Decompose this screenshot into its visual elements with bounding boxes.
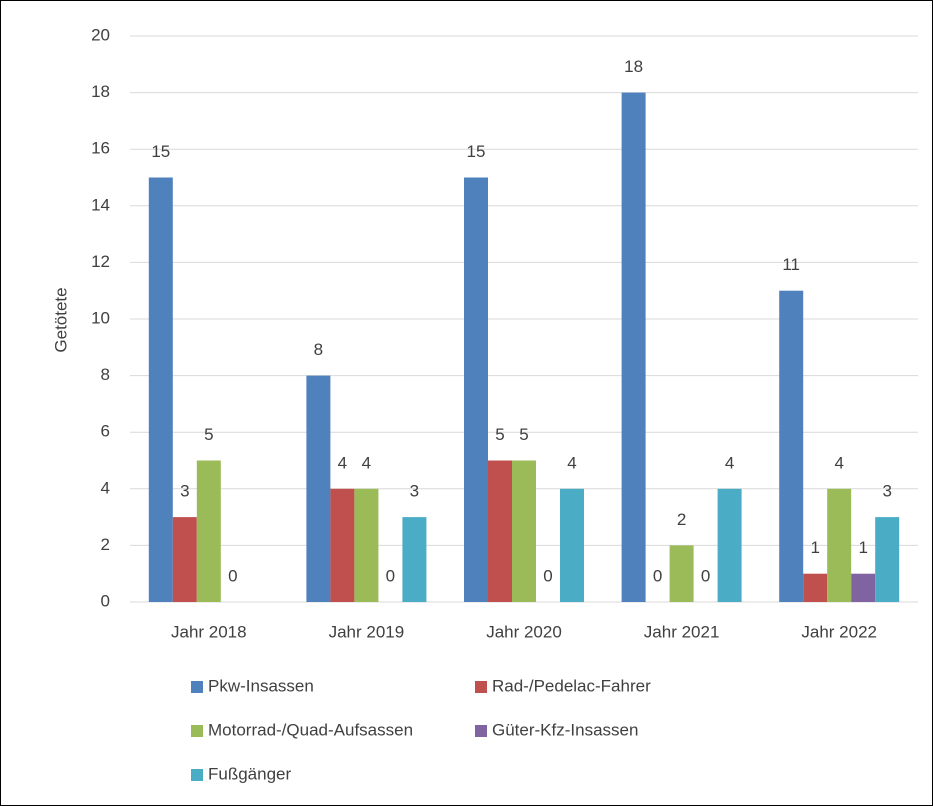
y-tick-label: 20 (91, 25, 110, 44)
y-tick-label: 0 (101, 591, 110, 610)
value-label: 5 (495, 425, 504, 444)
bar (402, 517, 427, 602)
value-label: 1 (810, 538, 819, 557)
legend-swatch (475, 681, 487, 693)
value-label: 3 (410, 482, 419, 501)
value-label: 4 (834, 453, 843, 472)
x-tick-label: Jahr 2019 (329, 622, 405, 641)
bar (560, 488, 584, 602)
y-tick-label: 4 (101, 478, 110, 497)
value-label: 4 (338, 453, 347, 472)
x-tick-label: Jahr 2021 (644, 622, 720, 641)
value-label: 3 (882, 482, 891, 501)
value-label: 0 (653, 566, 662, 585)
legend-swatch (191, 681, 203, 693)
bar (875, 517, 900, 602)
legend-swatch (191, 725, 203, 737)
value-label: 4 (567, 453, 576, 472)
bar (354, 488, 379, 602)
x-tick-label: Jahr 2020 (486, 622, 562, 641)
y-tick-label: 14 (91, 195, 110, 214)
bar (464, 177, 488, 602)
value-label: 0 (386, 566, 395, 585)
value-label: 3 (180, 482, 189, 501)
value-label: 5 (204, 425, 213, 444)
value-label: 0 (701, 566, 710, 585)
bar (488, 460, 512, 602)
y-tick-label: 6 (101, 422, 110, 441)
value-label: 4 (362, 453, 371, 472)
bar (851, 573, 876, 602)
legend-label: Rad-/Pedelac-Fahrer (492, 676, 651, 695)
value-label: 0 (228, 566, 237, 585)
value-label: 18 (624, 57, 643, 76)
value-label: 8 (314, 340, 323, 359)
value-label: 1 (858, 538, 867, 557)
value-label: 15 (467, 142, 486, 161)
y-tick-label: 12 (91, 252, 110, 271)
value-label: 0 (543, 566, 552, 585)
bar (306, 375, 331, 602)
legend-label: Pkw-Insassen (208, 676, 314, 695)
y-tick-label: 16 (91, 139, 110, 158)
bar (803, 573, 828, 602)
bar (330, 488, 355, 602)
value-label: 11 (782, 255, 800, 274)
bar (717, 488, 742, 602)
y-axis-label: Getötete (51, 287, 70, 352)
legend-swatch (475, 725, 487, 737)
legend-label: Fußgänger (208, 764, 291, 783)
y-tick-label: 2 (101, 535, 110, 554)
x-tick-label: Jahr 2022 (801, 622, 877, 641)
bar (779, 290, 804, 602)
y-tick-label: 8 (101, 365, 110, 384)
bar (827, 488, 852, 602)
value-label: 5 (519, 425, 528, 444)
legend-label: Motorrad-/Quad-Aufsassen (208, 720, 413, 739)
bar (148, 177, 173, 602)
value-label: 2 (677, 510, 686, 529)
value-label: 15 (151, 142, 170, 161)
legend-label: Güter-Kfz-Insassen (492, 720, 638, 739)
value-label: 4 (725, 453, 734, 472)
bar (512, 460, 536, 602)
x-tick-label: Jahr 2018 (171, 622, 247, 641)
legend-swatch (191, 769, 203, 781)
bar (172, 517, 197, 602)
y-tick-label: 18 (91, 82, 110, 101)
bar (621, 92, 646, 602)
bar (196, 460, 221, 602)
y-tick-label: 10 (91, 308, 110, 327)
bar (669, 545, 694, 602)
